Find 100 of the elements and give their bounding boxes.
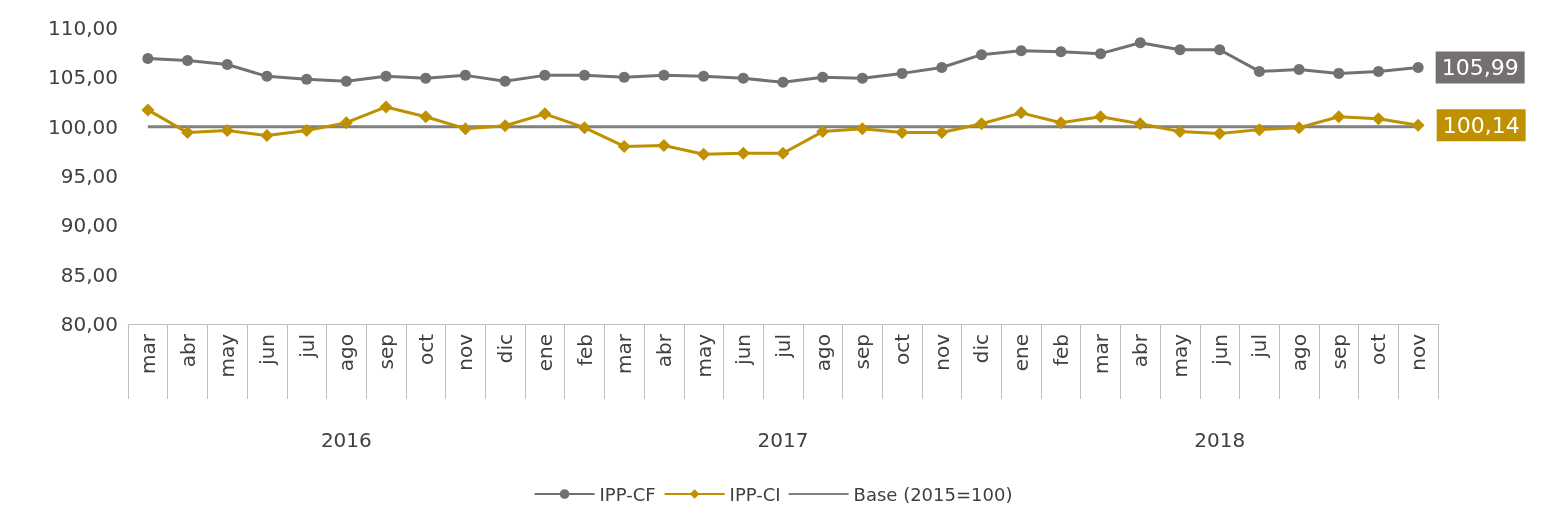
legend-label: Base (2015=100) xyxy=(853,483,1013,505)
x-tick-label: jul xyxy=(294,334,319,359)
point xyxy=(618,71,630,83)
x-tick-label: mar xyxy=(612,333,637,374)
point xyxy=(301,73,313,85)
legend-label: IPP-CI xyxy=(729,483,781,505)
point xyxy=(419,110,433,124)
point xyxy=(1134,37,1146,49)
point xyxy=(579,69,591,81)
x-tick-label: nov xyxy=(929,333,954,371)
point xyxy=(658,69,670,81)
point xyxy=(895,126,909,140)
point xyxy=(141,103,155,117)
text: 2018 xyxy=(1194,428,1246,452)
point xyxy=(855,122,869,136)
x-tick-label: mar xyxy=(135,333,160,374)
point xyxy=(1333,67,1345,79)
point xyxy=(856,72,868,84)
y-tick-label: 95,00 xyxy=(60,164,118,188)
point xyxy=(896,67,908,79)
y-tick-label: 80,00 xyxy=(60,312,118,336)
point xyxy=(499,75,511,87)
x-tick-label: dic xyxy=(493,334,518,364)
point xyxy=(538,107,552,121)
x-tick-label: nov xyxy=(1406,333,1431,371)
point xyxy=(300,124,314,138)
x-tick-label: nov xyxy=(453,333,478,371)
point xyxy=(1133,117,1147,131)
x-tick-label: ago xyxy=(334,334,359,372)
x-tick-label: sep xyxy=(374,334,399,370)
point xyxy=(182,55,194,67)
x-tick-label: jul xyxy=(1247,334,1272,359)
text: 2017 xyxy=(757,428,809,452)
point xyxy=(1332,110,1346,124)
point xyxy=(1292,121,1306,135)
point xyxy=(1214,44,1226,56)
point xyxy=(1412,62,1424,74)
point xyxy=(340,75,352,87)
point xyxy=(1411,118,1425,132)
point xyxy=(420,72,432,84)
x-tick-label: may xyxy=(215,333,240,378)
point xyxy=(1253,65,1265,77)
x-tick-label: sep xyxy=(1326,334,1351,370)
point xyxy=(936,61,948,73)
x-tick-label: feb xyxy=(572,334,597,367)
point xyxy=(617,139,631,153)
point xyxy=(935,126,949,140)
point xyxy=(737,72,749,84)
point xyxy=(379,100,393,114)
point xyxy=(657,138,671,152)
point xyxy=(817,71,829,83)
point xyxy=(539,69,551,81)
data-label: 105,99 xyxy=(1441,55,1519,81)
x-tick-label: abr xyxy=(175,333,200,368)
y-tick-label: 105,00 xyxy=(48,65,118,90)
x-tick-label: ene xyxy=(1009,334,1034,372)
point xyxy=(1173,125,1187,139)
x-tick-label: oct xyxy=(413,333,438,366)
point xyxy=(816,125,830,139)
x-tick-label: mar xyxy=(1088,333,1113,374)
point xyxy=(1252,123,1266,137)
point xyxy=(976,49,987,61)
point xyxy=(1014,106,1028,120)
x-tick-label: jun xyxy=(254,334,279,366)
point xyxy=(1372,65,1384,77)
point xyxy=(1174,44,1186,56)
data-label: 100,14 xyxy=(1442,112,1520,138)
point xyxy=(380,70,392,82)
x-tick-label: oct xyxy=(1366,333,1391,366)
x-tick-label: ago xyxy=(1287,334,1312,372)
x-tick-label: may xyxy=(691,333,716,378)
point xyxy=(181,126,195,140)
x-tick-label: ene xyxy=(532,334,557,372)
point xyxy=(578,121,592,135)
x-tick-label: feb xyxy=(1048,334,1073,367)
point xyxy=(261,70,273,82)
point xyxy=(736,146,750,160)
x-tick-label: dic xyxy=(969,334,994,364)
y-tick-label: 85,00 xyxy=(60,262,118,287)
point xyxy=(697,147,711,161)
point xyxy=(498,119,512,133)
point xyxy=(1213,127,1227,141)
x-tick-label: jun xyxy=(731,334,756,366)
y-tick-label: 110,00 xyxy=(48,16,118,40)
x-tick-label: jun xyxy=(1207,334,1232,366)
point xyxy=(220,124,234,138)
y-tick-label: 100,00 xyxy=(48,114,118,139)
point xyxy=(1094,110,1108,124)
point xyxy=(974,117,988,131)
x-tick-label: abr xyxy=(651,333,676,368)
point xyxy=(1054,116,1068,130)
x-tick-label: may xyxy=(1167,333,1192,378)
x-tick-label: ago xyxy=(810,334,835,372)
point xyxy=(698,70,710,82)
point xyxy=(776,146,790,160)
point xyxy=(142,53,154,65)
point xyxy=(1293,63,1305,75)
point xyxy=(459,69,471,81)
legend-label: IPP-CF xyxy=(599,483,656,505)
x-tick-label: jul xyxy=(771,334,795,359)
